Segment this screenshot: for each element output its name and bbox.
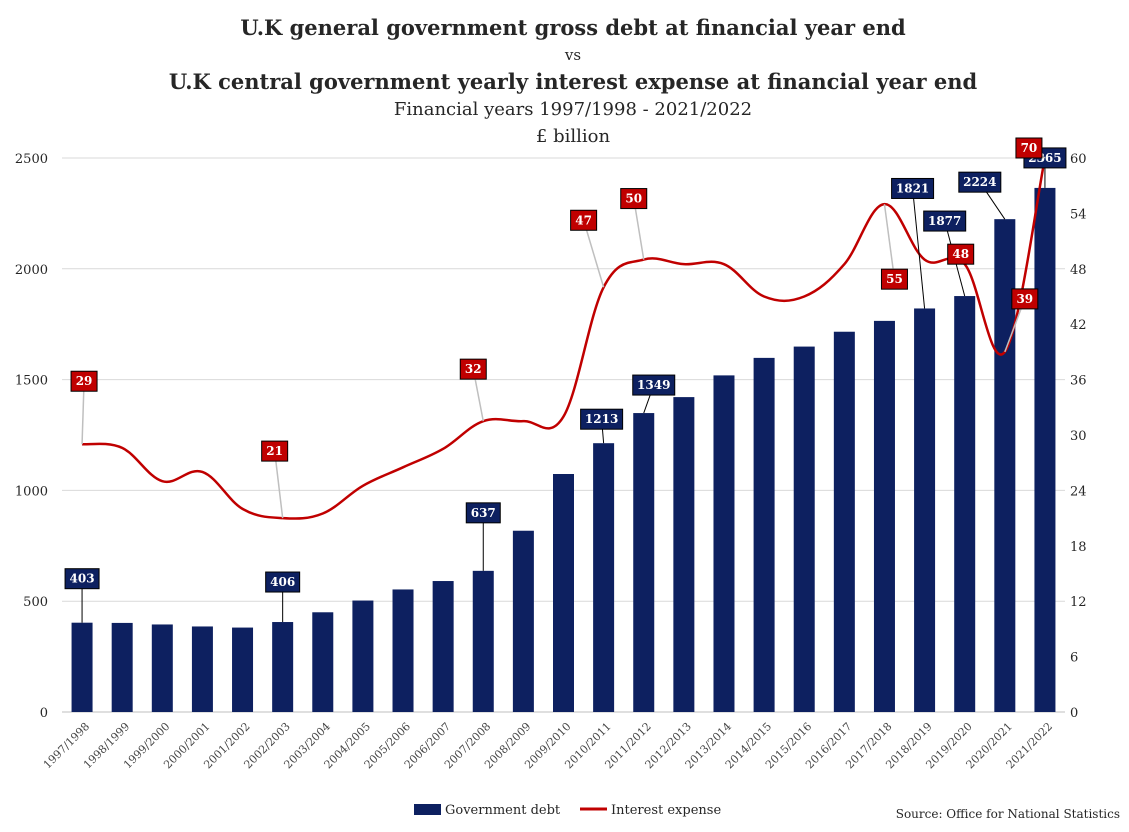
right-tick-label: 0: [1070, 706, 1078, 721]
source-note: Source: Office for National Statistics: [896, 807, 1120, 821]
debt-bar: [954, 296, 976, 712]
interest-data-label-box: [1015, 137, 1043, 159]
right-tick-label: 60: [1070, 152, 1087, 167]
debt-bar: [593, 443, 615, 712]
x-axis-labels: 1997/19981998/19991999/20002000/20012001…: [41, 720, 1055, 771]
debt-data-label: 403: [70, 572, 95, 586]
interest-data-label: 70: [1021, 141, 1038, 155]
interest-label-leader: [582, 220, 605, 288]
debt-bar: [272, 622, 294, 712]
interest-data-label-box: [70, 370, 98, 392]
chart-title-vs: vs: [564, 46, 581, 64]
debt-bar: [191, 626, 213, 712]
debt-data-label: 406: [270, 575, 295, 589]
debt-data-label-box: [465, 502, 501, 524]
chart-unit: £ billion: [536, 126, 611, 147]
chart-subtitle: Financial years 1997/1998 - 2021/2022: [394, 99, 752, 120]
interest-data-label: 55: [886, 272, 903, 286]
interest-data-label-box: [570, 209, 598, 231]
left-tick-label: 1500: [15, 374, 48, 389]
debt-data-label-box: [265, 571, 301, 593]
right-tick-label: 24: [1070, 484, 1087, 499]
debt-bar: [914, 308, 936, 712]
debt-bar: [111, 622, 133, 712]
debt-bar: [312, 612, 334, 712]
chart-title-2: U.K central government yearly interest e…: [169, 69, 978, 94]
chart-title: U.K general government gross debt at fin…: [240, 15, 906, 40]
interest-data-label-box: [459, 358, 487, 380]
interest-data-label: 48: [952, 247, 969, 261]
debt-bar: [232, 627, 254, 712]
interest-data-label: 32: [465, 362, 482, 376]
right-tick-label: 36: [1070, 374, 1087, 389]
debt-data-label-box: [891, 177, 935, 199]
debt-data-label: 637: [471, 506, 496, 520]
interest-data-label-box: [947, 243, 975, 265]
debt-data-label: 2224: [963, 175, 996, 189]
debt-data-label: 1349: [637, 378, 670, 392]
debt-bar: [392, 589, 414, 712]
interest-line-path: [81, 157, 1047, 520]
debt-bar: [753, 357, 775, 712]
left-tick-label: 2500: [15, 152, 48, 167]
interest-label-leader: [883, 204, 896, 280]
debt-bar: [512, 530, 534, 712]
debt-bar: [633, 413, 655, 712]
debt-data-label: 1213: [585, 412, 618, 426]
debt-bar: [833, 331, 855, 712]
debt-bar: [71, 622, 93, 712]
debt-data-label-box: [923, 210, 967, 232]
left-tick-label: 500: [23, 595, 48, 610]
debt-bar: [432, 581, 454, 712]
debt-bar: [1034, 187, 1056, 712]
debt-label-leader: [912, 188, 926, 309]
left-tick-label: 2000: [15, 263, 48, 278]
data-labels: 403 4066371213134918211877222423652921324…: [64, 137, 1067, 623]
debt-bar: [352, 600, 374, 712]
debt-bar: [553, 474, 574, 712]
right-tick-label: 18: [1070, 540, 1087, 555]
interest-data-label: 21: [266, 444, 283, 458]
legend-label-interest: Interest expense: [611, 803, 721, 818]
legend-label-debt: Government debt: [445, 803, 561, 818]
interest-data-label-box: [1011, 288, 1039, 310]
interest-data-label: 39: [1016, 292, 1033, 306]
debt-data-label: 1821: [896, 181, 929, 195]
interest-label-leader: [273, 451, 284, 519]
interest-data-label: 47: [575, 213, 592, 227]
left-axis: 0 500 1000 1500 2000 2500: [15, 152, 48, 721]
legend: Government debt Interest expense: [414, 803, 721, 818]
debt-bar: [873, 320, 895, 712]
right-tick-label: 6: [1070, 651, 1078, 666]
interest-data-label: 50: [625, 192, 642, 206]
debt-data-label-box: [958, 171, 1002, 193]
interest-data-label-box: [261, 440, 289, 462]
debt-bar: [713, 375, 735, 712]
left-tick-label: 0: [40, 706, 48, 721]
right-axis: 0 6 12 18 24 30 36 42 48 54 60: [1070, 152, 1087, 721]
interest-data-label: 29: [76, 374, 93, 388]
debt-data-label-box: [580, 408, 624, 430]
right-tick-label: 30: [1070, 429, 1087, 444]
debt-bars: [71, 187, 1056, 712]
interest-data-label-box: [880, 268, 908, 290]
debt-data-label-box: [64, 568, 100, 590]
right-tick-label: 42: [1070, 318, 1087, 333]
right-tick-label: 54: [1070, 207, 1087, 222]
debt-bar: [793, 346, 815, 712]
debt-bar: [151, 624, 173, 712]
right-tick-label: 48: [1070, 263, 1087, 278]
debt-data-label: 1877: [928, 214, 961, 228]
interest-line: [81, 157, 1047, 520]
left-tick-label: 1000: [15, 484, 48, 499]
right-tick-label: 12: [1070, 595, 1087, 610]
legend-swatch-debt: [414, 804, 441, 815]
interest-data-label-box: [620, 188, 648, 210]
debt-bar: [472, 570, 494, 712]
debt-data-label-box: [632, 374, 676, 396]
debt-bar: [673, 397, 695, 712]
